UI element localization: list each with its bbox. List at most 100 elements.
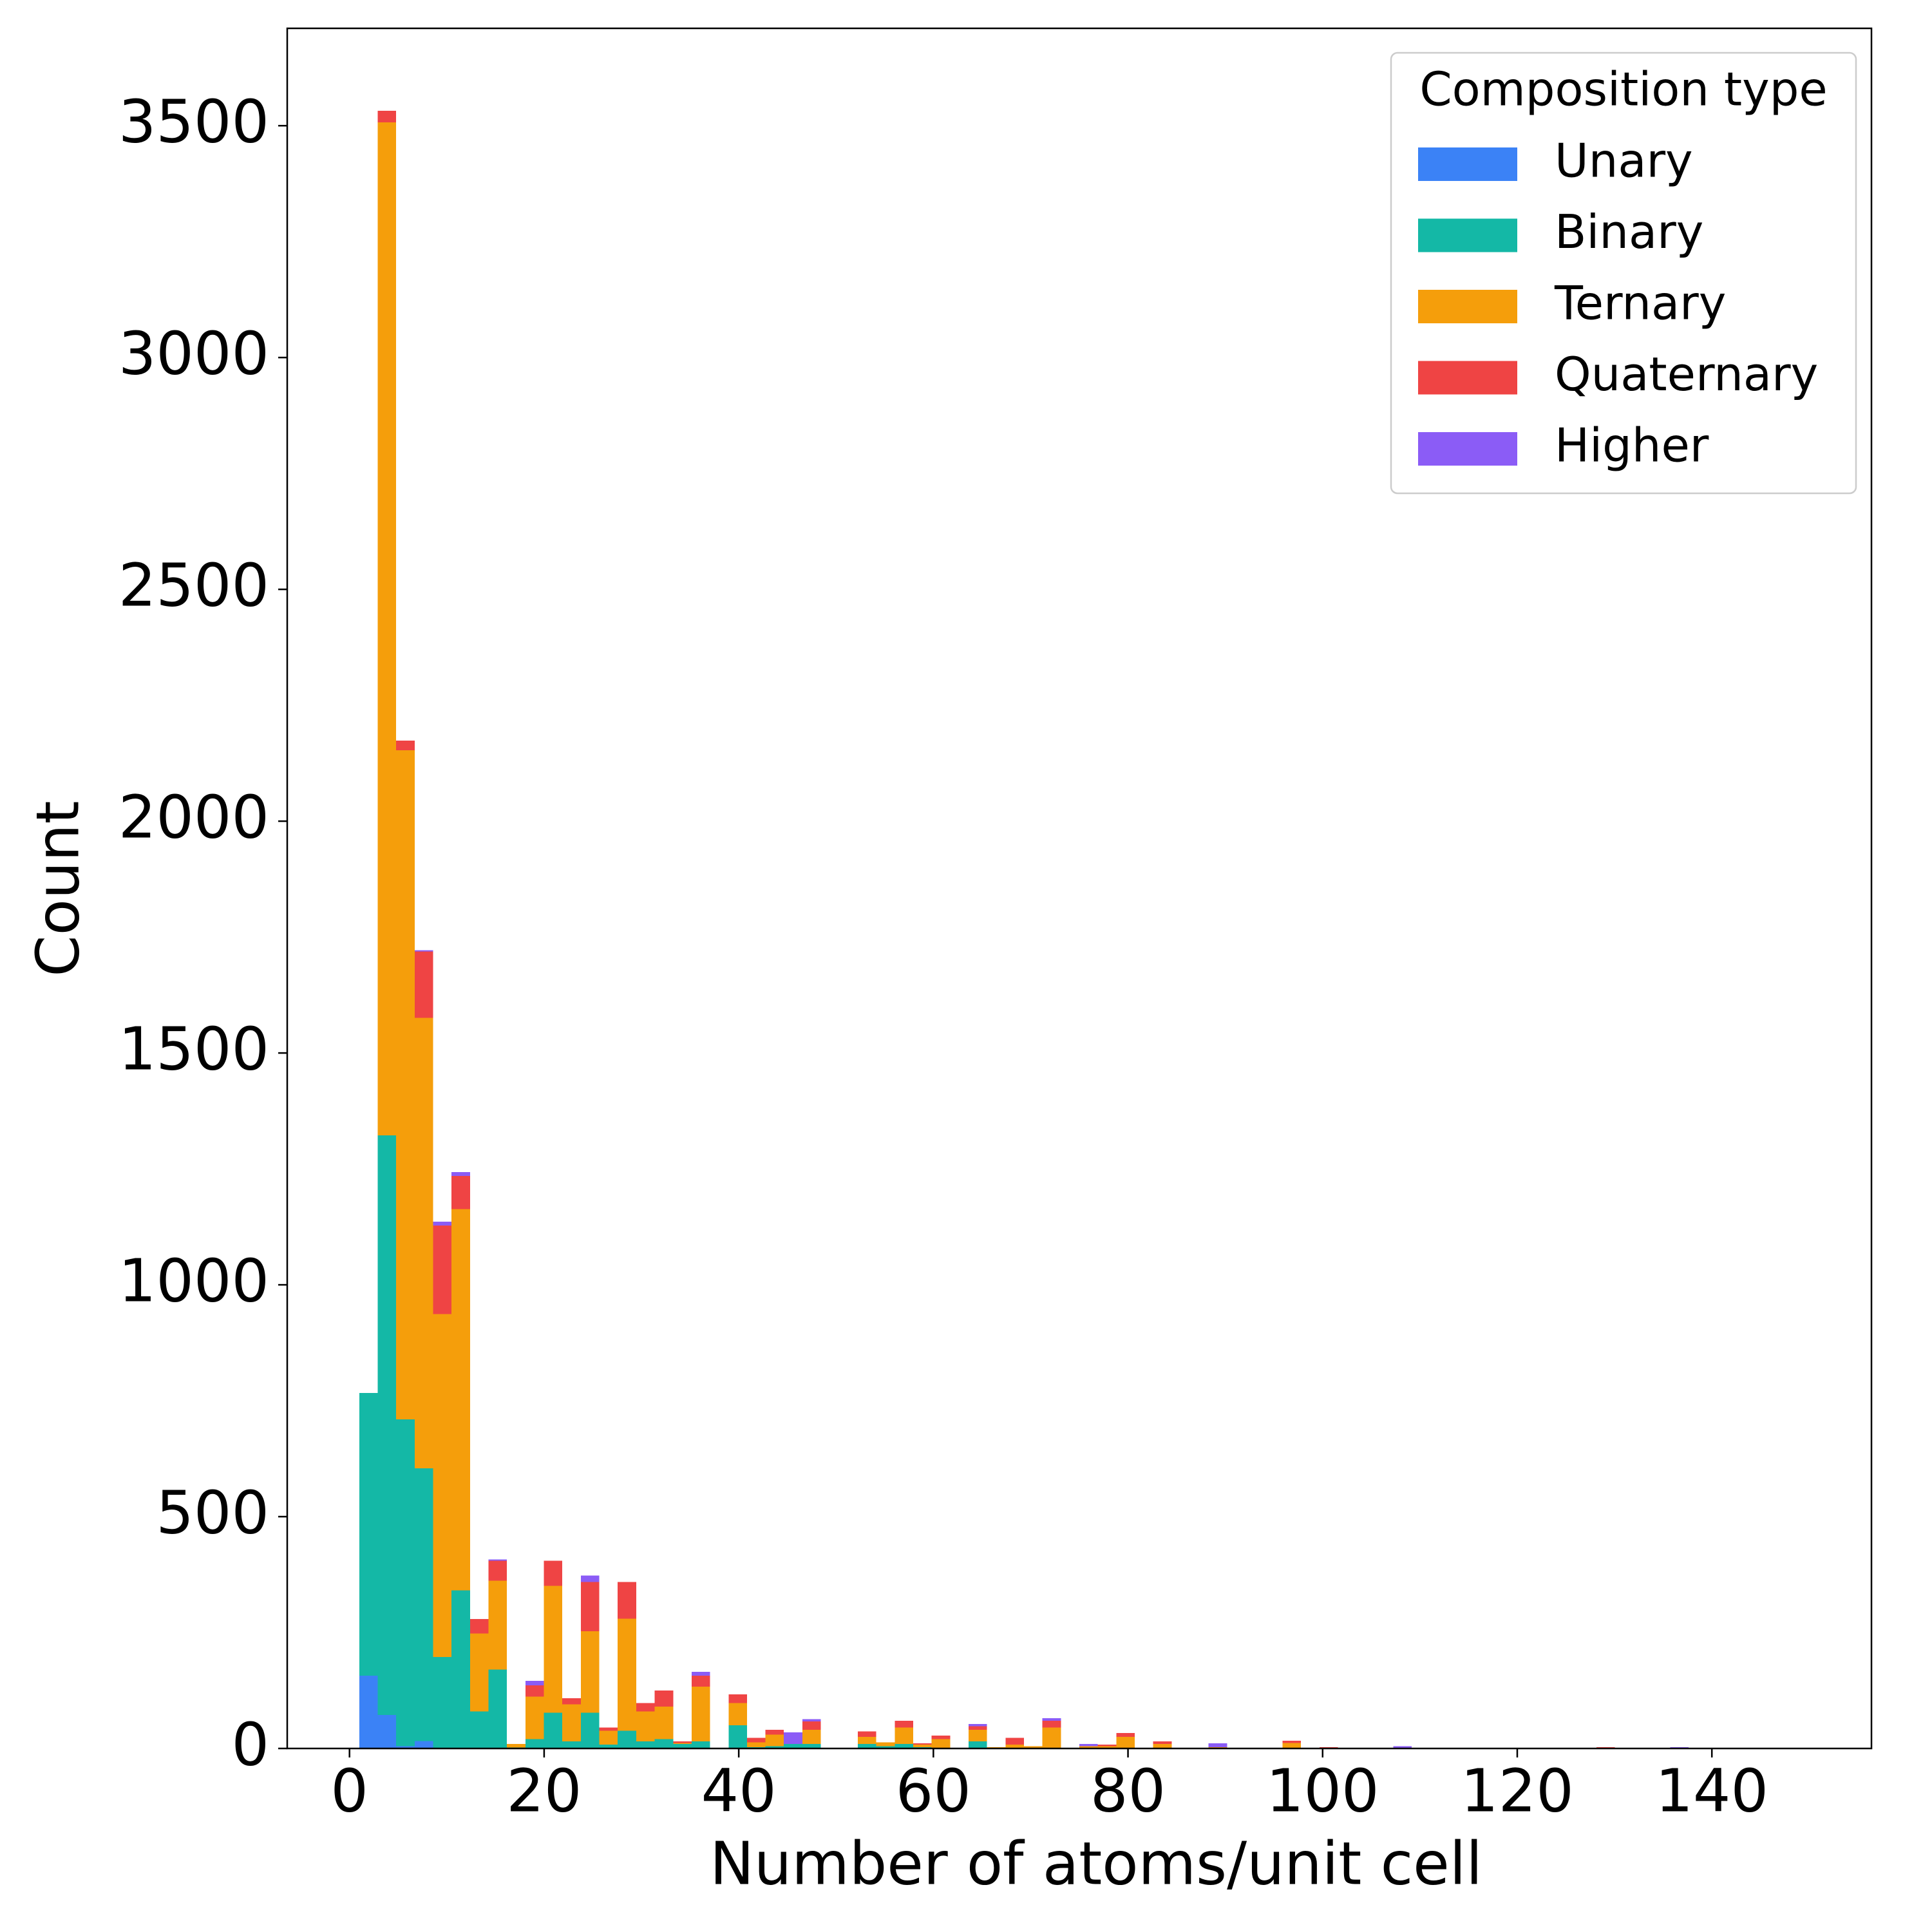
bar-segment [857, 1743, 876, 1748]
bar-segment [895, 1720, 913, 1728]
bar-segment [1005, 1745, 1025, 1748]
bar-segment [396, 1746, 415, 1748]
legend-label: Higher [1555, 419, 1709, 473]
bar-segment [451, 1209, 470, 1591]
bar-segment [636, 1711, 655, 1742]
bar-segment [931, 1735, 951, 1739]
bar-segment [1116, 1737, 1135, 1748]
bar-segment [728, 1725, 747, 1748]
bar-segment [562, 1698, 581, 1705]
legend-label: Ternary [1554, 276, 1726, 330]
y-tick-label: 2500 [118, 551, 269, 620]
bar-segment [654, 1707, 674, 1739]
bar-segment [1042, 1720, 1061, 1728]
bar-segment [765, 1730, 784, 1735]
bar-segment [433, 1222, 452, 1226]
bar-segment [544, 1586, 563, 1713]
bar-segment [931, 1739, 951, 1748]
bar-segment [580, 1575, 600, 1582]
bar-segment [1079, 1746, 1098, 1748]
bar-segment [599, 1727, 618, 1731]
bar-segment [857, 1731, 876, 1738]
legend-title: Composition type [1419, 62, 1827, 117]
y-tick-label: 1000 [118, 1246, 269, 1315]
bar-segment [1097, 1745, 1117, 1747]
x-tick-label: 100 [1266, 1756, 1379, 1825]
x-tick-label: 40 [701, 1756, 777, 1825]
bar-segment [433, 1314, 452, 1658]
bar-segment [1153, 1743, 1172, 1748]
plot-frame [286, 27, 1873, 1750]
bar-segment [1393, 1746, 1412, 1748]
bar-segment [784, 1743, 802, 1748]
bar-segment [654, 1739, 674, 1748]
bar-segment [728, 1703, 747, 1726]
bar-segment [728, 1694, 747, 1703]
bar-segment [1153, 1741, 1172, 1744]
bar-segment [580, 1631, 600, 1713]
bar-segment [414, 951, 433, 1018]
bar-segment [433, 1657, 452, 1748]
bar-segment [913, 1743, 932, 1745]
bar-segment [618, 1582, 636, 1619]
bar-segment [377, 1135, 397, 1716]
bar-segment [525, 1739, 544, 1748]
bar-segment [969, 1723, 987, 1727]
bar-segment [396, 1419, 415, 1747]
bar-segment [469, 1711, 489, 1748]
bar-segment [377, 111, 397, 123]
bar-segment [525, 1696, 544, 1739]
bar-segment [1079, 1743, 1098, 1747]
bar-segment [746, 1742, 766, 1747]
bar-segment [969, 1730, 987, 1742]
x-tick-label: 120 [1461, 1756, 1574, 1825]
bar-segment [1208, 1743, 1227, 1747]
y-tick-label: 500 [156, 1478, 269, 1547]
y-tick-label: 3000 [118, 319, 269, 388]
bar-segment [876, 1746, 895, 1748]
bar-segment [377, 122, 397, 1136]
bar-segment [359, 1392, 378, 1676]
bar-segment [618, 1618, 636, 1731]
bar-segment [895, 1727, 913, 1744]
bar-segment [691, 1672, 710, 1676]
y-axis-label: Count [23, 800, 92, 976]
legend-swatch [1418, 290, 1517, 323]
bar-segment [1042, 1727, 1061, 1748]
bar-segment [599, 1745, 618, 1748]
bar-segment [1116, 1733, 1135, 1738]
x-axis-label: Number of atoms/unit cell [710, 1829, 1482, 1898]
bar-segment [618, 1730, 636, 1748]
legend-swatch [1418, 218, 1517, 252]
bar-segment [580, 1712, 600, 1748]
bar-segment [765, 1734, 784, 1747]
bar-segment [544, 1712, 563, 1748]
bar-segment [691, 1741, 710, 1748]
bar-segment [1024, 1746, 1043, 1748]
bar-segment [488, 1669, 507, 1748]
legend-swatch [1418, 432, 1517, 466]
bar-segment [969, 1741, 987, 1748]
bar-segment [451, 1175, 470, 1209]
bar-segment [746, 1738, 766, 1743]
y-tick-label: 3500 [118, 88, 269, 156]
bar-segment [469, 1619, 489, 1634]
y-tick-label: 2000 [118, 782, 269, 851]
bar-segment [673, 1743, 692, 1748]
bar-segment [784, 1732, 802, 1744]
bar-segment [1005, 1738, 1025, 1745]
bar-segment [876, 1742, 895, 1747]
bar-segment [525, 1685, 544, 1697]
legend-label: Binary [1555, 205, 1703, 259]
bar-segment [1097, 1746, 1117, 1748]
bar-segment [544, 1560, 563, 1586]
bar-segment [396, 750, 415, 1419]
bar-segment [765, 1746, 784, 1748]
bar-segment [488, 1580, 507, 1670]
legend-label: Quaternary [1555, 347, 1818, 401]
y-tick-label: 0 [231, 1710, 269, 1779]
bar-segment [636, 1741, 655, 1748]
bar-segment [599, 1730, 618, 1745]
bar-segment [525, 1680, 544, 1686]
